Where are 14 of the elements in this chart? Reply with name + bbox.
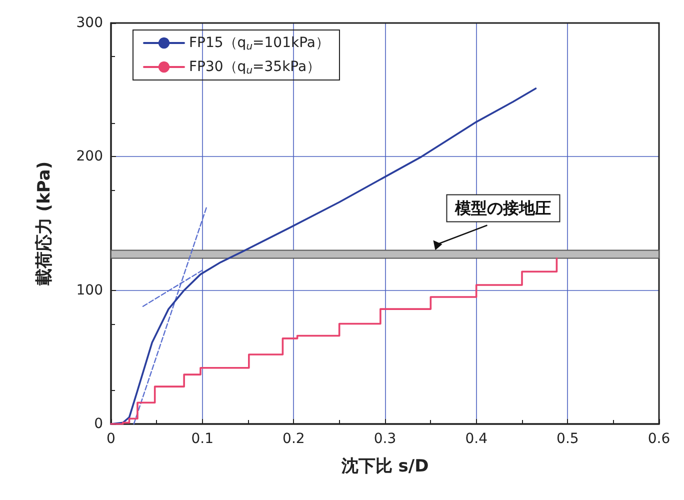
y-tick-label: 300 [76,15,103,31]
band-label: 模型の接地圧 [454,198,552,218]
x-tick-label: 0.6 [648,431,670,447]
x-tick-label: 0.3 [374,431,396,447]
x-axis-title: 沈下比 s/D [340,456,429,476]
x-tick-label: 0.1 [191,431,214,447]
y-tick-label: 100 [76,282,103,298]
x-tick-label: 0.2 [282,431,305,447]
x-tick-label: 0.4 [465,431,488,447]
y-axis-title: 載荷応力 (kPa) [34,161,54,287]
x-tick-label: 0 [106,431,116,447]
x-tick-label: 0.5 [556,431,579,447]
y-tick-label: 200 [76,148,103,165]
y-tick-label: 0 [94,416,103,432]
